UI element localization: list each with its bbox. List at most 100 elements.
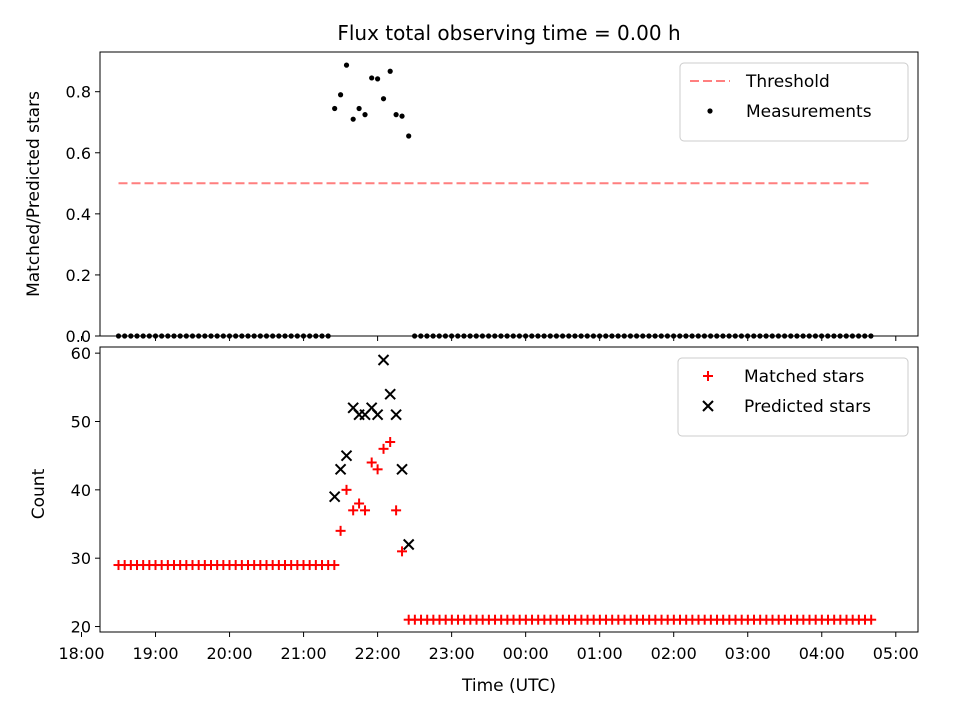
predicted-stars-point [328,490,341,503]
measurements-point [128,333,134,339]
measurements-point [541,333,547,339]
measurements-point [856,333,862,339]
measurements-point [467,333,473,339]
measurements-point [319,333,325,339]
measurements-point [461,333,467,339]
measurements-point [245,333,251,339]
predicted-stars-point [371,408,384,421]
measurements-point [282,333,288,339]
measurements-point [627,333,634,339]
measurements-point [849,333,856,339]
matched-stars-point [360,505,371,516]
measurements-point [523,333,529,339]
measurements-point [510,333,516,339]
measurements-point [516,333,523,339]
x-tick-label: 03:00 [725,644,771,663]
predicted-stars-point [390,408,402,421]
legend-box [677,357,909,437]
measurements-point [115,333,122,339]
measurements-point [239,333,245,339]
x-tick-label: 00:00 [503,644,549,663]
matched-stars-point [335,525,346,536]
x-tick-label: 23:00 [429,644,475,663]
measurements-point [473,333,479,339]
measurements-point [492,333,498,339]
x-tick-label: 20:00 [206,644,252,663]
measurements-point [498,333,504,339]
measurements-point [412,333,418,339]
measurements-point [819,333,825,339]
top-y-tick-label: 0.4 [66,205,91,224]
measurements-point [146,333,152,339]
measurements-point [294,333,300,339]
measurements-point [406,133,412,139]
bottom-y-tick-label: 50 [71,412,91,431]
bottom-legend: Matched stars Predicted stars [677,357,909,437]
measurements-point [442,333,449,339]
measurements-point [393,112,399,118]
measurements-point [183,333,189,339]
bottom-axes-group: 20 30 40 50 60 18:00 19:00 20:00 21:00 22:00 23:00… [58,344,918,663]
measurements-point [436,333,442,339]
measurements-point [553,333,560,339]
legend-box [679,62,909,142]
x-tick-label: 19:00 [132,644,178,663]
top-axes-group: 0.0 0.2 0.4 0.6 0.8 Threshold Measurements [66,51,919,346]
measurements-point [652,333,658,339]
measurements-point [831,333,837,339]
measurements-point [868,333,874,339]
x-tick-label: 18:00 [58,644,104,663]
measurements-point [621,333,627,339]
measurements-point [288,333,294,339]
bottom-y-tick-label: 20 [71,618,91,637]
measurements-point [812,333,819,339]
x-tick-label: 04:00 [799,644,845,663]
measurements-point [140,333,146,339]
measurements-point [695,333,701,339]
measurements-point [566,333,572,339]
predicted-stars-point [340,449,353,462]
top-y-tick-label: 0.8 [66,83,91,102]
measurements-point [380,96,387,102]
matched-stars-point [348,505,359,516]
measurements-point [578,333,584,339]
matched-stars-point [378,443,389,454]
measurements-point [714,333,720,339]
measurements-point [177,333,183,339]
measurements-point [307,333,313,339]
measurements-point [862,333,868,339]
measurements-point [763,333,769,339]
matched-stars-point [341,484,352,495]
measurements-point [189,333,196,339]
measurements-point [196,333,202,339]
measurements-point [597,333,603,339]
measurements-point [486,333,492,339]
measurements-point [825,333,831,339]
measurements-point [745,333,751,339]
measurements-point [325,333,331,339]
top-panel: Flux total observing time = 0.00 h Match… [24,21,919,346]
measurements-point [775,333,782,339]
measurements-point [424,333,430,339]
measurements-point [671,333,677,339]
measurements-point [701,333,708,339]
predicted-stars-point [384,388,396,400]
legend-predicted-swatch [702,400,714,412]
matched-stars-point [391,505,402,516]
measurements-point [560,333,566,339]
matched-stars-point [866,614,877,625]
bottom-y-tick-label: 40 [71,481,91,500]
matched-stars-point [372,464,383,475]
measurements-point [615,333,621,339]
legend-label: Threshold [745,72,830,92]
legend-matched-swatch [703,371,713,381]
measurements-point [276,333,282,339]
measurements-point [233,333,239,339]
top-y-tick-label: 0.6 [66,144,91,163]
measurements-point [313,333,319,339]
measurements-point [769,333,775,339]
bottom-y-tick-label: 60 [71,344,91,363]
measurements-point [603,333,609,339]
measurements-point [547,333,553,339]
predicted-stars-point [396,463,408,476]
